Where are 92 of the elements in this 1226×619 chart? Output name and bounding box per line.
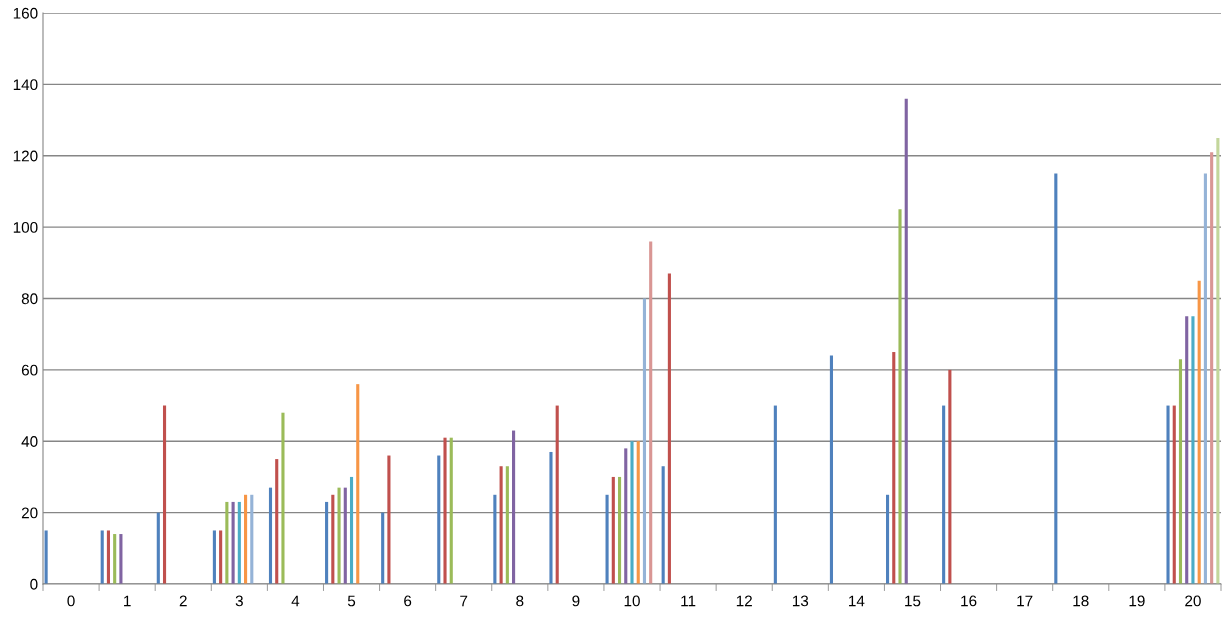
bar: [244, 494, 248, 584]
bar: [1178, 359, 1183, 584]
x-tick-label: 1: [124, 595, 131, 607]
bar: [219, 530, 223, 584]
y-tick-label: 40: [21, 436, 38, 447]
bar: [661, 466, 665, 584]
bar: [1166, 405, 1170, 584]
bar: [162, 405, 167, 584]
bar: [499, 466, 503, 584]
bar: [898, 209, 902, 584]
bar: [156, 512, 160, 584]
bar: [555, 405, 559, 584]
x-tick-label: 20: [1185, 595, 1201, 607]
bar: [1172, 405, 1176, 584]
x-tick-label: 5: [347, 595, 356, 607]
bar: [106, 530, 110, 584]
bar: [325, 501, 329, 584]
bar: [119, 534, 123, 584]
x-tick-label: 8: [516, 595, 524, 607]
bar: [1185, 316, 1189, 584]
x-tick-label: 19: [1129, 595, 1145, 607]
bar: [505, 466, 509, 584]
bar: [1191, 316, 1195, 584]
x-tick-label: 12: [736, 595, 752, 607]
bar: [493, 494, 497, 584]
y-tick-label: 20: [21, 507, 38, 519]
bar: [349, 476, 354, 584]
y-tick-label: 100: [13, 221, 38, 233]
y-tick-label: 60: [21, 364, 38, 376]
y-tick-label: 140: [13, 79, 38, 91]
x-tick-label: 14: [849, 595, 865, 607]
bar: [1216, 137, 1220, 584]
x-tick-label: 9: [572, 595, 580, 607]
bar: [449, 437, 453, 584]
bar: [1210, 152, 1214, 584]
y-tick-label: 0: [30, 578, 38, 590]
x-tick-label: 17: [1017, 595, 1033, 607]
x-tick-label: 6: [404, 595, 412, 607]
bar: [617, 476, 622, 584]
x-tick-label: 18: [1073, 595, 1089, 607]
x-tick-label: 4: [291, 595, 300, 607]
x-tick-label: 3: [235, 595, 243, 607]
bar: [250, 494, 254, 584]
x-tick-label: 16: [961, 595, 977, 607]
bar: [649, 241, 653, 584]
bar: [885, 494, 890, 584]
bar: [212, 530, 216, 584]
bar: [1197, 280, 1201, 584]
bar: [512, 430, 516, 584]
bar: [611, 476, 615, 584]
bar: [630, 441, 634, 584]
y-tick-label: 160: [13, 7, 38, 19]
bar: [605, 494, 609, 584]
bar: [225, 501, 229, 584]
bar: [44, 530, 48, 584]
bar: [942, 405, 946, 584]
x-tick-label: 15: [905, 595, 921, 607]
bar: [904, 98, 908, 584]
bar: [337, 487, 341, 584]
bar: [113, 534, 117, 584]
bar: [343, 487, 347, 584]
bar: [624, 448, 628, 584]
bar: [1054, 173, 1058, 584]
bar: [892, 352, 896, 584]
x-tick-label: 13: [792, 595, 809, 607]
bar: [268, 487, 273, 584]
x-tick-label: 11: [681, 595, 696, 607]
bar: [829, 355, 834, 584]
x-tick-label: 10: [624, 595, 640, 607]
bar: [381, 512, 385, 584]
bar: [281, 412, 285, 584]
bar: [549, 451, 553, 584]
bar: [237, 501, 241, 584]
bar: [275, 459, 279, 584]
bar: [100, 530, 104, 584]
x-tick-label: 7: [460, 595, 468, 607]
bar: [642, 298, 647, 584]
bar: [1203, 173, 1207, 584]
y-tick-label: 80: [21, 293, 38, 305]
y-tick-label: 120: [13, 150, 38, 162]
bar: [331, 494, 335, 584]
bar: [231, 501, 235, 584]
bar: [773, 405, 777, 584]
bar: [948, 369, 952, 584]
bar: [356, 384, 360, 584]
bar: [443, 437, 447, 584]
bar: [636, 441, 640, 584]
x-tick-label: 2: [179, 595, 187, 607]
bar: [437, 455, 441, 584]
x-tick-label: 0: [67, 595, 75, 607]
bar: [387, 455, 391, 584]
bar: [667, 273, 671, 584]
